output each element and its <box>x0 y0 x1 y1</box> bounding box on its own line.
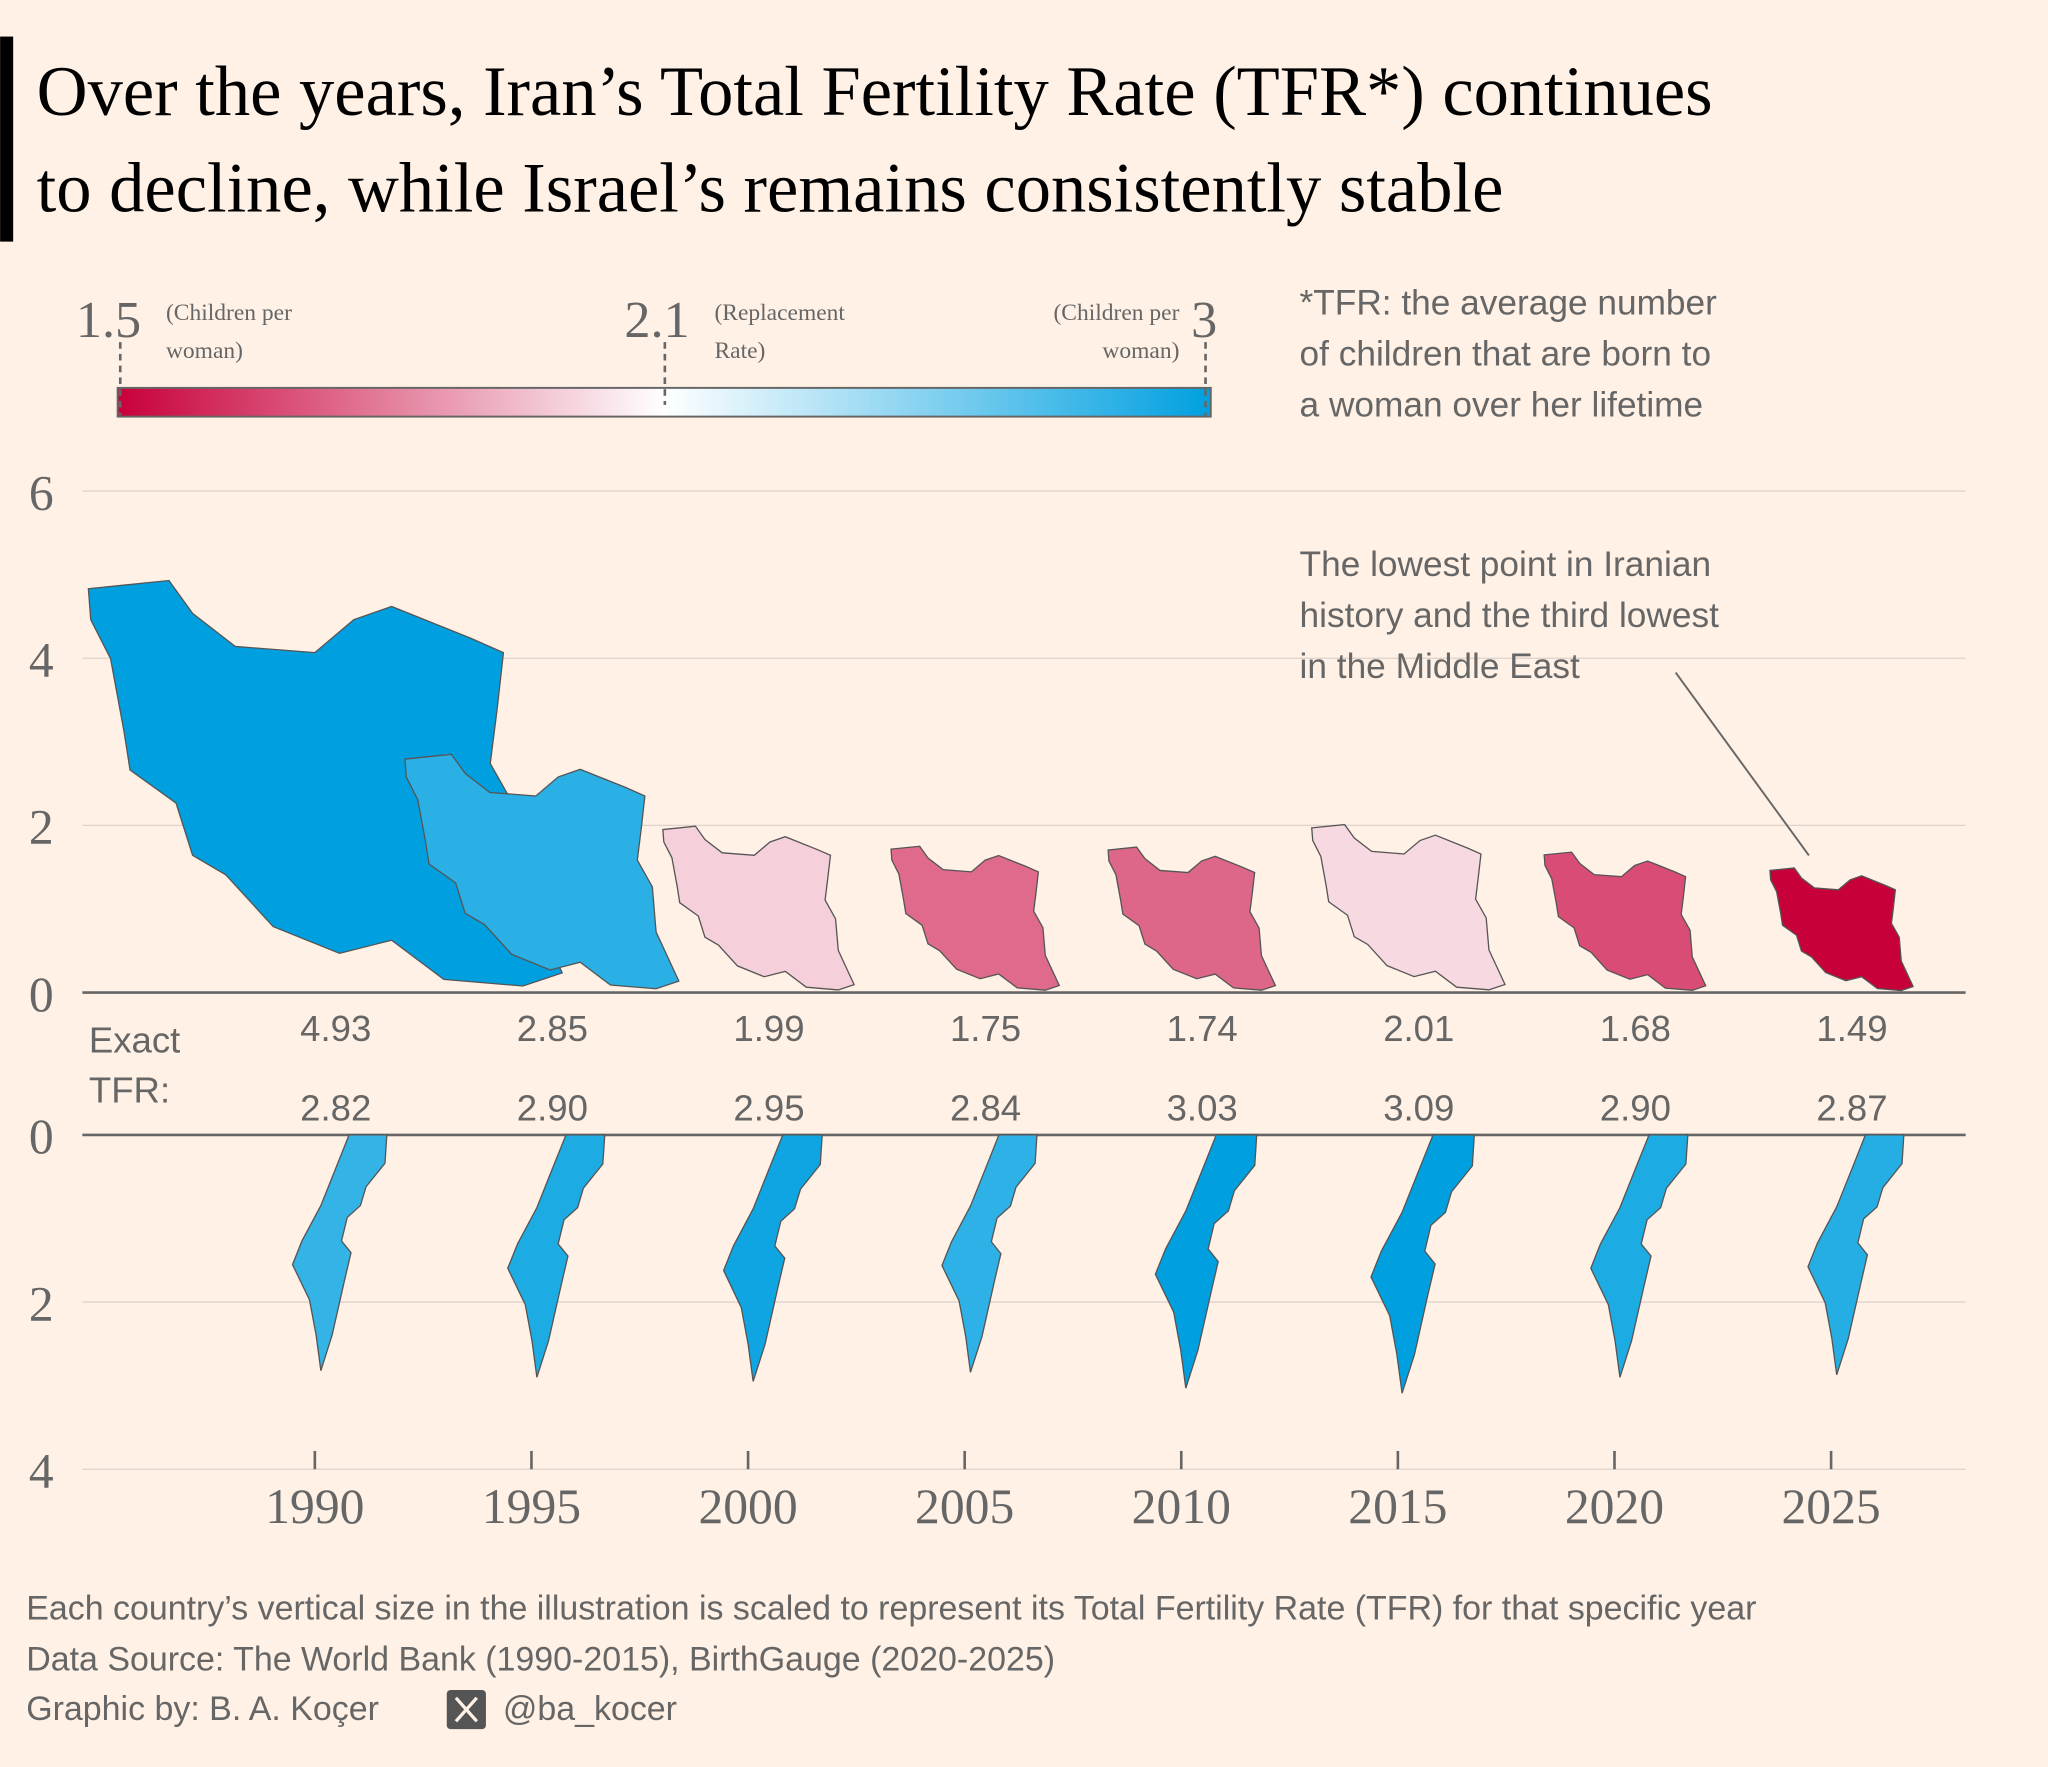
lower-axis-tick: 0 <box>29 1109 54 1164</box>
lower-axis-tick: 4 <box>29 1444 54 1499</box>
definition-line-3: a woman over her lifetime <box>1300 386 1704 425</box>
iran-map-2015 <box>1311 823 1506 991</box>
legend-mid-note-2: Rate) <box>714 338 765 364</box>
iran-tfr-label: 2.85 <box>517 1008 588 1049</box>
iran-tfr-label: 1.49 <box>1816 1008 1887 1049</box>
israel-tfr-label: 3.03 <box>1167 1088 1238 1129</box>
year-label-2025: 2025 <box>1781 1479 1880 1534</box>
legend-mid-value: 2.1 <box>624 291 689 349</box>
israel-map-2015 <box>1370 1134 1475 1394</box>
israel-map-2020 <box>1590 1134 1689 1378</box>
annotation-line-3: in the Middle East <box>1300 647 1580 686</box>
israel-tfr-label: 2.90 <box>1600 1088 1671 1129</box>
iran-tfr-label: 1.68 <box>1600 1008 1671 1049</box>
year-label-2005: 2005 <box>915 1479 1014 1534</box>
legend-high-note-2: woman) <box>1102 338 1179 364</box>
annotation-line-1: The lowest point in Iranian <box>1300 545 1711 584</box>
annotation-pointer <box>1674 672 1810 856</box>
upper-axis-tick: 4 <box>29 633 54 688</box>
iran-map-1995 <box>404 753 680 990</box>
iran-map-2005 <box>890 845 1061 991</box>
year-label-2020: 2020 <box>1565 1479 1664 1534</box>
israel-tfr-label: 2.90 <box>517 1088 588 1129</box>
iran-tfr-label: 4.93 <box>300 1008 371 1049</box>
legend-high-value: 3 <box>1191 291 1217 349</box>
year-label-1995: 1995 <box>482 1479 581 1534</box>
color-legend: 1.5 (Children per woman) 2.1 (Replacemen… <box>76 291 1217 418</box>
definition-line-1: *TFR: the average number <box>1300 284 1718 323</box>
israel-map-1995 <box>507 1134 606 1378</box>
israel-tfr-label: 2.87 <box>1816 1088 1887 1129</box>
legend-low-value: 1.5 <box>76 291 141 349</box>
year-label-2000: 2000 <box>698 1479 797 1534</box>
israel-map-2000 <box>722 1134 823 1382</box>
exact-label-line-1: Exact <box>89 1020 180 1061</box>
definition-line-2: of children that are born to <box>1300 335 1712 374</box>
exact-tfr-label: Exact TFR: <box>89 1020 180 1111</box>
iran-tfr-label: 2.01 <box>1383 1008 1454 1049</box>
israel-map-2025 <box>1807 1134 1905 1376</box>
legend-low-note-2: woman) <box>166 338 243 364</box>
iran-map-1990 <box>87 579 564 987</box>
iran-map-2010 <box>1107 846 1277 991</box>
israel-tfr-label: 2.84 <box>950 1088 1021 1129</box>
israel-map-2010 <box>1154 1134 1258 1389</box>
year-label-2010: 2010 <box>1132 1479 1231 1534</box>
annotation: The lowest point in Iranian history and … <box>1300 545 1810 856</box>
year-label-1990: 1990 <box>265 1479 364 1534</box>
israel-tfr-label: 2.95 <box>733 1088 804 1129</box>
year-label-2015: 2015 <box>1348 1479 1447 1534</box>
israel-map-2005 <box>941 1134 1038 1373</box>
footer: Each country’s vertical size in the illu… <box>26 1589 1756 1730</box>
title-line-2: to decline, while Israel’s remains consi… <box>37 150 1504 228</box>
legend-high-note: (Children per <box>1053 300 1179 326</box>
iran-map-2000 <box>662 825 855 991</box>
title-accent-bar <box>0 36 14 242</box>
footer-credit: Graphic by: B. A. Koçer <box>26 1690 379 1728</box>
lower-axis-tick: 2 <box>29 1276 54 1331</box>
upper-axis-tick: 2 <box>29 800 54 855</box>
legend-mid-note: (Replacement <box>714 300 845 326</box>
tfr-definition: *TFR: the average number of children tha… <box>1300 284 1718 425</box>
title-line-1: Over the years, Iran’s Total Fertility R… <box>37 53 1713 131</box>
iran-tfr-label: 1.99 <box>733 1008 804 1049</box>
value-labels: 1990 4.93 2.82 1995 2.85 2.90 2000 1.99 2.95 2005… <box>265 1008 1887 1534</box>
iran-tfr-label: 1.75 <box>950 1008 1021 1049</box>
israel-tfr-label: 3.09 <box>1383 1088 1454 1129</box>
annotation-line-2: history and the third lowest <box>1300 596 1720 635</box>
iran-map-2020 <box>1543 851 1707 991</box>
footer-handle[interactable]: @ba_kocer <box>503 1690 677 1728</box>
israel-tfr-label: 2.82 <box>300 1088 371 1129</box>
iran-tfr-label: 1.74 <box>1167 1008 1238 1049</box>
upper-axis-tick: 0 <box>29 967 54 1022</box>
iran-map-2025 <box>1769 867 1915 992</box>
x-logo-icon <box>446 1689 486 1730</box>
footer-source: Data Source: The World Bank (1990-2015),… <box>26 1640 1055 1678</box>
marks <box>87 579 1915 1394</box>
exact-label-line-2: TFR: <box>89 1069 170 1110</box>
legend-low-note: (Children per <box>166 300 292 326</box>
israel-map-1990 <box>291 1134 388 1371</box>
upper-axis-tick: 6 <box>29 465 54 520</box>
footer-note: Each country’s vertical size in the illu… <box>26 1589 1756 1627</box>
